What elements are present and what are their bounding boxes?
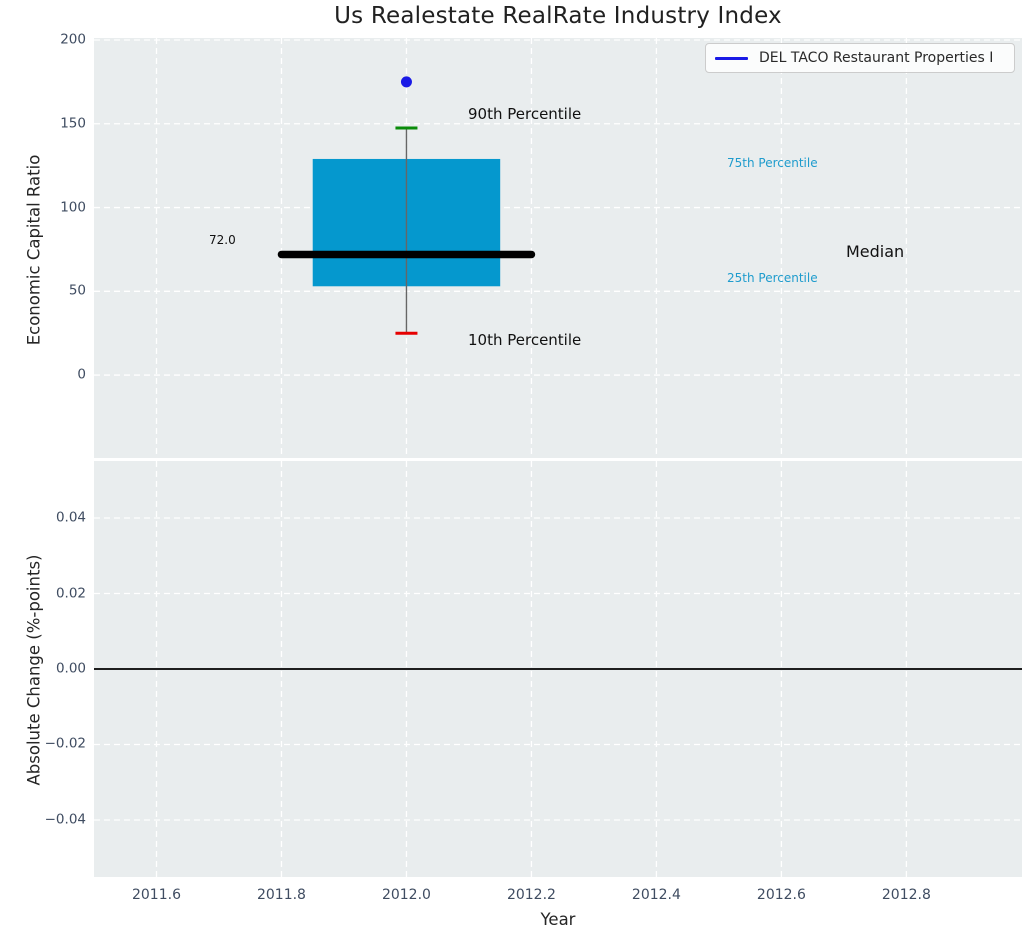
annotation-90th-percentile: 90th Percentile [468, 105, 582, 123]
legend-label: DEL TACO Restaurant Properties I [759, 50, 994, 66]
y-tick-label-top: 200 [60, 31, 86, 48]
x-tick-label: 2011.6 [131, 887, 181, 903]
y-tick-label-bottom: −0.02 [44, 736, 86, 753]
annotation-75th-percentile: 75th Percentile [727, 156, 818, 170]
y-tick-label-bottom: 0.00 [55, 660, 86, 677]
legend-line-sample-icon [715, 56, 748, 60]
chart-title: Us Realestate RealRate Industry Index [334, 3, 782, 29]
x-tick-label: 2012.6 [756, 887, 806, 903]
y-tick-label-top: 50 [68, 282, 86, 299]
y-tick-label-bottom: 0.02 [55, 585, 86, 602]
x-axis-label: Year [540, 910, 576, 929]
bottom-axes-background [94, 461, 1022, 877]
x-tick-label: 2012.8 [881, 887, 931, 903]
y-axis-label-bottom: Absolute Change (%-points) [24, 554, 44, 786]
x-tick-label: 2012.0 [381, 887, 431, 903]
y-tick-label-top: 0 [77, 366, 86, 383]
y-tick-label-top: 150 [60, 115, 86, 132]
annotation-72-0: 72.0 [209, 233, 236, 247]
y-tick-label-bottom: −0.04 [44, 811, 86, 828]
y-tick-label-bottom: 0.04 [55, 509, 86, 526]
top-axes-background [94, 38, 1022, 458]
y-tick-label-top: 100 [60, 199, 86, 216]
annotation-25th-percentile: 25th Percentile [727, 271, 818, 285]
y-axis-label-top: Economic Capital Ratio [24, 154, 44, 346]
x-tick-label: 2012.4 [631, 887, 681, 903]
annotation-median: Median [846, 242, 905, 261]
legend: DEL TACO Restaurant Properties I [705, 43, 1015, 73]
annotation-10th-percentile: 10th Percentile [468, 331, 582, 349]
x-tick-label: 2011.8 [256, 887, 306, 903]
x-tick-label: 2012.2 [506, 887, 556, 903]
